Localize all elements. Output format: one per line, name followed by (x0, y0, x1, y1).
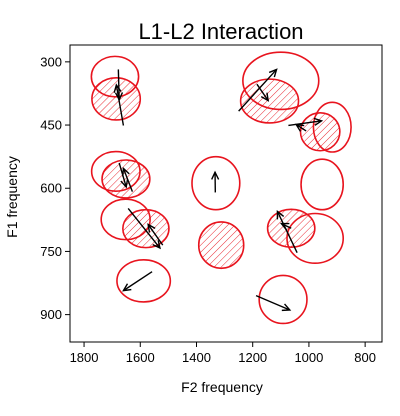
hatched-ellipse (122, 208, 170, 249)
arrow (238, 68, 278, 112)
y-tick-label: 600 (40, 181, 62, 196)
arrow (276, 209, 298, 253)
hatched-ellipse (197, 221, 245, 270)
y-axis-label: F1 frequency (4, 156, 20, 238)
ellipse (242, 51, 320, 111)
y-tick-label: 750 (40, 244, 62, 259)
x-axis-label: F2 frequency (181, 379, 263, 395)
arrow-head (268, 68, 278, 78)
arrow-head (152, 240, 161, 250)
arrow-shaft (256, 83, 269, 102)
arrow (211, 170, 220, 193)
arrow-shaft (127, 208, 161, 249)
plot-frame (69, 44, 383, 343)
plot-area (90, 51, 352, 325)
arrow (122, 271, 153, 292)
y-tick-label: 450 (40, 118, 62, 133)
arrow (256, 83, 270, 102)
arrow-head (281, 303, 292, 312)
x-tick-label: 1600 (126, 350, 155, 365)
x-tick-label: 1400 (182, 350, 211, 365)
arrow (113, 83, 125, 126)
arrow-head (276, 209, 285, 220)
ellipse (300, 158, 345, 211)
arrow (255, 295, 292, 312)
arrow-shaft (147, 224, 164, 246)
arrow-shaft (238, 68, 278, 112)
ellipse (100, 198, 151, 241)
y-tick-label: 300 (40, 54, 62, 69)
arrow-head (147, 223, 156, 233)
ellipse (286, 212, 345, 265)
arrow-shaft (123, 271, 153, 292)
arrow-head (279, 222, 290, 231)
arrow-head (120, 178, 129, 189)
chart-title: L1-L2 Interaction (138, 19, 303, 44)
x-tick-label: 1000 (294, 350, 323, 365)
ellipse (116, 259, 172, 303)
ellipse (258, 274, 308, 325)
arrow (279, 222, 292, 231)
arrow (147, 223, 164, 246)
x-tick-label: 1200 (238, 350, 267, 365)
arrow-head (260, 92, 270, 102)
arrow-shaft (117, 69, 120, 100)
ellipse (90, 150, 141, 192)
ellipse (191, 155, 241, 211)
arrow-head (122, 283, 132, 292)
arrow-shaft (281, 222, 292, 229)
arrow-shaft (288, 120, 322, 127)
hatched-ellipse (91, 77, 142, 121)
x-tick-label: 800 (354, 350, 376, 365)
arrow-head (211, 170, 220, 180)
axes: 1800 1600 1400 1200 1000 800 300 450 600 750 900 (40, 54, 376, 365)
ellipse (90, 55, 140, 98)
arrow (288, 117, 324, 127)
arrow (122, 166, 134, 192)
hatched-ellipse (239, 78, 300, 124)
arrow-shaft (255, 295, 291, 311)
y-tick-label: 900 (40, 307, 62, 322)
ellipse (312, 101, 352, 153)
arrow-head (313, 117, 324, 126)
arrow-head (113, 83, 122, 93)
hatched-ellipse (101, 159, 151, 199)
arrow (127, 208, 161, 250)
arrow-head (122, 166, 130, 177)
arrow-shaft (115, 84, 125, 126)
x-tick-label: 1800 (70, 350, 99, 365)
arrow-shaft (122, 168, 134, 192)
arrow-shaft (276, 211, 298, 253)
arrow-shaft (295, 124, 307, 132)
